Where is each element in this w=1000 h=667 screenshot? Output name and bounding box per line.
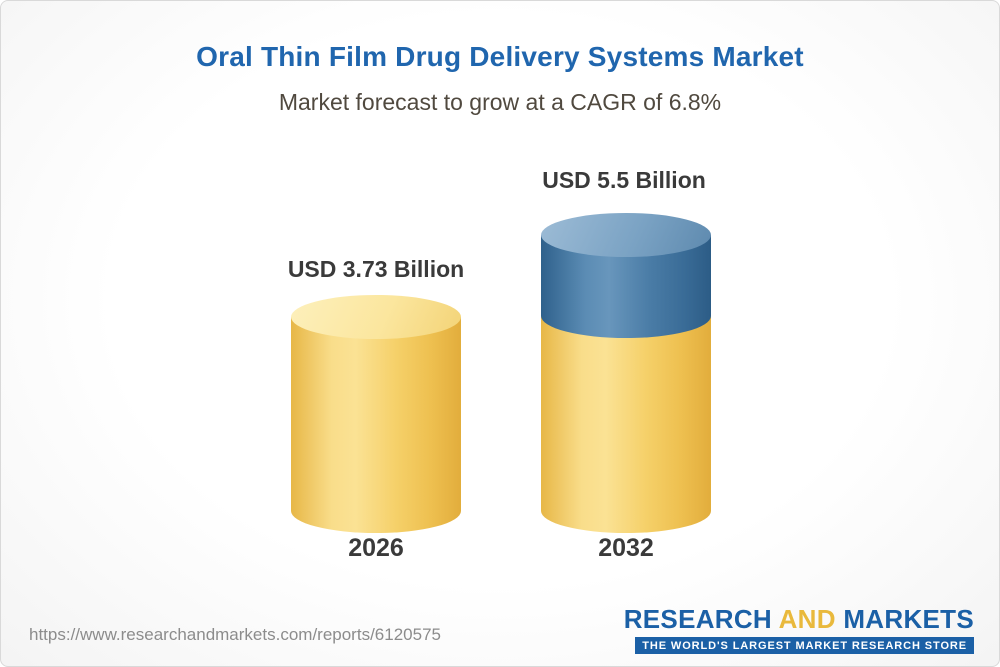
logo-wordmark: RESEARCH AND MARKETS bbox=[624, 605, 974, 634]
bar-value-label-2032: USD 5.5 Billion bbox=[542, 167, 706, 193]
chart-subtitle: Market forecast to grow at a CAGR of 6.8… bbox=[278, 89, 722, 115]
research-and-markets-logo: RESEARCH AND MARKETS THE WORLD'S LARGEST… bbox=[624, 605, 974, 654]
logo-word-markets: MARKETS bbox=[843, 604, 974, 634]
chart-title: Oral Thin Film Drug Delivery Systems Mar… bbox=[196, 41, 804, 72]
bar-value-label-2026: USD 3.73 Billion bbox=[287, 256, 465, 282]
bar-2032-cylinder-top bbox=[541, 213, 711, 257]
x-axis-label-2026: 2026 bbox=[348, 534, 404, 562]
logo-word-research: RESEARCH bbox=[623, 604, 773, 634]
x-axis-label-2032: 2032 bbox=[598, 534, 654, 562]
logo-tagline: THE WORLD'S LARGEST MARKET RESEARCH STOR… bbox=[635, 636, 974, 654]
bar-2026-cylinder-top bbox=[291, 295, 461, 339]
bar-2032-cylinder-yellow-segment bbox=[541, 316, 711, 533]
logo-word-and: AND bbox=[778, 604, 836, 634]
bar-2026-cylinder-body bbox=[291, 317, 461, 533]
report-url: https://www.researchandmarkets.com/repor… bbox=[29, 625, 441, 644]
